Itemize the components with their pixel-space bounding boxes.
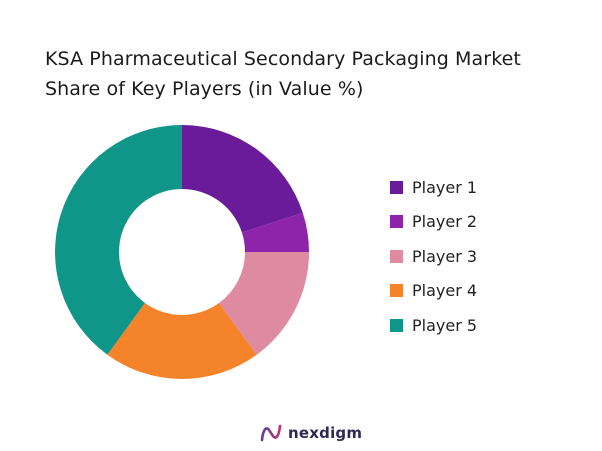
brand-footer: nexdigm xyxy=(260,424,362,442)
legend-label: Player 5 xyxy=(412,315,478,335)
slice-player-4 xyxy=(107,302,257,379)
slice-player-2 xyxy=(241,212,309,252)
legend-item: Player 2 xyxy=(390,205,477,240)
brand-name: nexdigm xyxy=(288,424,363,442)
legend-swatch xyxy=(390,318,403,332)
legend-item: Player 5 xyxy=(390,308,477,343)
legend-swatch xyxy=(390,284,403,298)
donut-slices xyxy=(55,125,309,379)
legend-swatch xyxy=(390,249,403,263)
legend-label: Player 1 xyxy=(412,177,478,197)
legend-item: Player 4 xyxy=(390,274,477,309)
chart-title-line-1: KSA Pharmaceutical Secondary Packaging M… xyxy=(45,48,521,70)
legend-label: Player 2 xyxy=(412,212,478,232)
legend-label: Player 4 xyxy=(412,281,478,301)
chart-title-line-2: Share of Key Players (in Value %) xyxy=(45,78,364,100)
slice-player-3 xyxy=(219,252,309,355)
legend-swatch xyxy=(390,215,403,229)
legend-label: Player 3 xyxy=(412,246,478,266)
legend-item: Player 3 xyxy=(390,239,477,274)
chart-title: KSA Pharmaceutical Secondary Packaging M… xyxy=(45,44,585,104)
legend-item: Player 1 xyxy=(390,170,477,205)
slice-player-1 xyxy=(182,125,303,233)
legend-swatch xyxy=(390,180,403,194)
chart-legend: Player 1 Player 2 Player 3 Player 4 Player 5 xyxy=(390,170,477,343)
slice-player-5 xyxy=(55,125,182,355)
nexdigm-logo-icon xyxy=(260,424,282,442)
